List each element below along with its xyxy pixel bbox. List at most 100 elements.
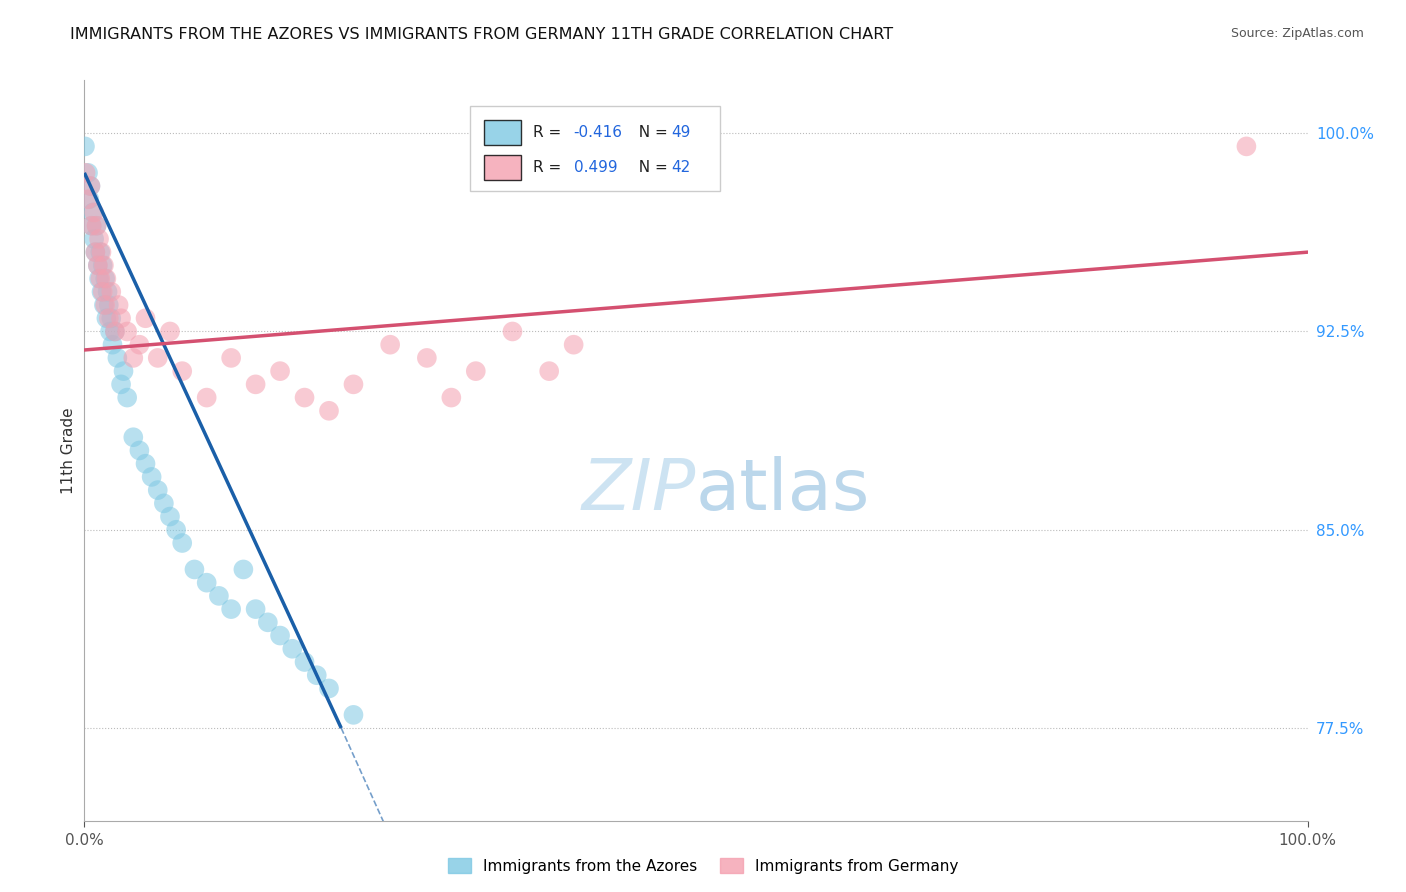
Point [159, 325, 181, 339]
Point [146, 483, 169, 497]
Point [80, 219, 103, 233]
Point [84, 245, 107, 260]
Point [97, 311, 120, 326]
Point [342, 707, 364, 722]
Point [94, 271, 117, 285]
Point [342, 377, 364, 392]
Legend: Immigrants from the Azores, Immigrants from Germany: Immigrants from the Azores, Immigrants f… [441, 852, 965, 880]
Point [104, 325, 127, 339]
Point [115, 325, 138, 339]
Point [82, 205, 104, 219]
Point [80, 219, 103, 233]
Point [257, 615, 280, 630]
Point [77, 192, 100, 206]
Text: 42: 42 [672, 161, 690, 175]
Point [83, 232, 105, 246]
Point [269, 629, 291, 643]
Text: ZIP: ZIP [582, 456, 696, 524]
Point [219, 602, 242, 616]
Point [87, 271, 110, 285]
Point [87, 259, 110, 273]
Point [165, 523, 187, 537]
Point [115, 391, 138, 405]
Point [110, 377, 132, 392]
Point [73, 139, 96, 153]
Point [77, 192, 100, 206]
Text: R =: R = [533, 125, 567, 140]
Point [100, 285, 122, 299]
Point [96, 271, 118, 285]
Point [416, 351, 439, 365]
Point [79, 179, 101, 194]
Point [502, 325, 524, 339]
Point [122, 430, 145, 444]
Point [86, 219, 108, 233]
Point [75, 166, 97, 180]
FancyBboxPatch shape [484, 120, 522, 145]
Point [159, 509, 181, 524]
Point [87, 232, 110, 246]
Point [93, 298, 115, 312]
Point [464, 364, 486, 378]
Point [141, 470, 163, 484]
Point [294, 391, 316, 405]
Text: N =: N = [628, 161, 672, 175]
Point [380, 337, 402, 351]
Point [128, 337, 150, 351]
Point [94, 298, 117, 312]
Point [90, 285, 112, 299]
Point [83, 205, 105, 219]
Point [93, 259, 115, 273]
Point [79, 179, 101, 194]
Point [90, 245, 112, 260]
Point [89, 271, 111, 285]
Point [245, 602, 267, 616]
Point [195, 391, 218, 405]
Point [89, 245, 111, 260]
Point [294, 655, 316, 669]
Point [281, 641, 304, 656]
Text: atlas: atlas [696, 456, 870, 524]
Text: 0.499: 0.499 [574, 161, 617, 175]
Point [97, 285, 120, 299]
Point [269, 364, 291, 378]
Point [98, 325, 121, 339]
Point [172, 536, 194, 550]
Text: IMMIGRANTS FROM THE AZORES VS IMMIGRANTS FROM GERMANY 11TH GRADE CORRELATION CHA: IMMIGRANTS FROM THE AZORES VS IMMIGRANTS… [70, 27, 893, 42]
Point [91, 259, 114, 273]
Point [305, 668, 328, 682]
Point [1236, 139, 1258, 153]
Point [100, 311, 122, 326]
Point [104, 325, 127, 339]
Point [128, 443, 150, 458]
Text: -0.416: -0.416 [574, 125, 623, 140]
Point [232, 562, 254, 576]
Text: N =: N = [628, 125, 672, 140]
Point [110, 311, 132, 326]
Point [122, 351, 145, 365]
Text: 49: 49 [672, 125, 690, 140]
Point [562, 337, 585, 351]
Point [112, 364, 135, 378]
Point [135, 311, 157, 326]
Point [318, 681, 340, 696]
Point [318, 404, 340, 418]
Point [245, 377, 267, 392]
Point [219, 351, 242, 365]
Point [135, 457, 157, 471]
Point [153, 496, 176, 510]
Point [105, 351, 128, 365]
Point [86, 219, 108, 233]
Point [440, 391, 463, 405]
Point [195, 575, 218, 590]
Point [96, 311, 118, 326]
FancyBboxPatch shape [484, 155, 522, 180]
Point [77, 166, 100, 180]
Point [87, 259, 110, 273]
Point [97, 298, 120, 312]
Point [146, 351, 169, 365]
Point [172, 364, 194, 378]
Point [183, 562, 205, 576]
Point [91, 285, 114, 299]
Point [538, 364, 561, 378]
